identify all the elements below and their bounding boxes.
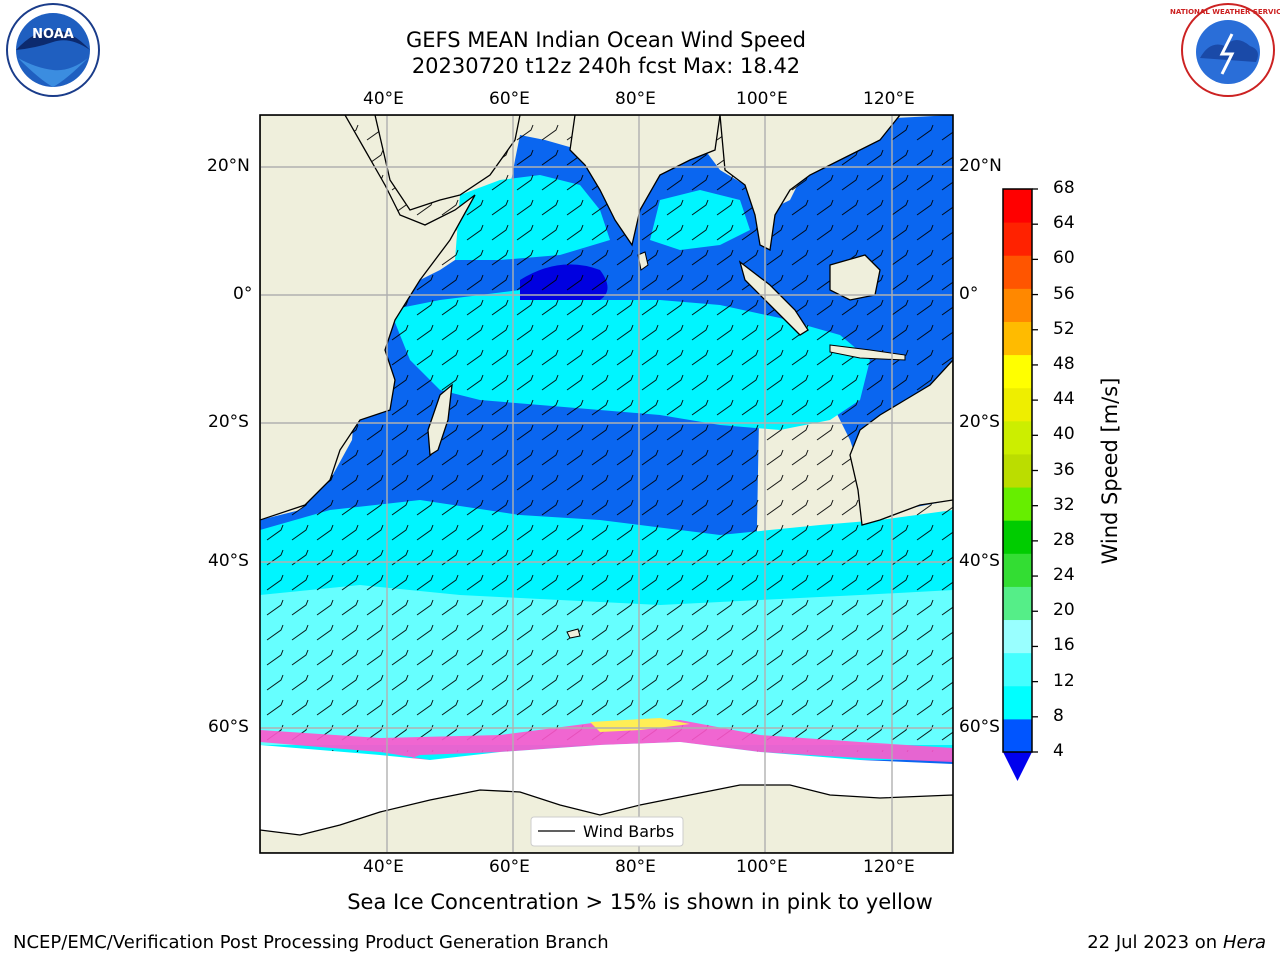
colorbar-segment [1003,520,1032,554]
colorbar-tick-label: 36 [1053,459,1075,480]
land-australia [849,359,953,526]
noaa-logo-text: NOAA [32,27,74,42]
map-frame [259,114,954,854]
colorbar-segment [1003,553,1032,587]
colorbar-segment [1003,321,1032,356]
colorbar-segment [1003,586,1032,621]
lon-label-bottom-120e: 120°E [863,857,915,877]
colorbar-tick-label: 40 [1053,424,1075,445]
colorbar-tick-label: 44 [1053,389,1075,410]
colorbar-segment [1003,189,1032,223]
lon-label-bottom-60e: 60°E [489,857,530,877]
lat-label-right-40s: 40°S [959,551,1000,571]
colorbar-segment [1003,420,1032,455]
lat-label-left-0: 0° [233,284,253,304]
lat-label-left-20s: 20°S [208,412,249,432]
colorbar-segment [1003,685,1032,720]
lon-label-top-120e: 120°E [863,89,915,109]
colorbar-segment [1003,255,1032,289]
colorbar-tick-label: 8 [1053,705,1064,726]
colorbar-tick-label: 52 [1053,318,1075,339]
lon-label-bottom-80e: 80°E [615,857,656,877]
colorbar-segment [1003,387,1032,422]
map-subtitle: 20230720 t12z 240h fcst Max: 18.42 [411,54,801,78]
colorbar-tick-label: 4 [1053,741,1064,761]
lon-label-bottom-40e: 40°E [363,857,404,877]
colorbar-segment [1003,652,1032,687]
colorbar-tick-label: 16 [1053,635,1075,656]
graticule [260,115,953,853]
footer-producer: NCEP/EMC/Verification Post Processing Pr… [13,932,609,953]
colorbar-tick-label: 12 [1053,670,1075,691]
lon-label-bottom-100e: 100°E [736,857,788,877]
footer-date: 22 Jul 2023 on Hera [1087,932,1266,953]
land-arabia [374,115,521,211]
nws-logo: NATIONAL WEATHER SERVICE [1170,3,1280,97]
lat-label-right-20n: 20°N [959,156,1002,176]
colorbar-segment [1003,718,1032,753]
lat-label-left-40s: 40°S [208,551,249,571]
land-madagascar [427,383,453,457]
colorbar-tick-label: 32 [1053,494,1075,515]
colorbar-segment [1003,453,1032,488]
footer-machine: Hera [1222,932,1266,953]
colorbar-tick-label: 64 [1053,213,1075,234]
land-indonesia-east [829,344,906,361]
colorbar-title: Wind Speed [m/s] [1098,377,1122,565]
colorbar-tick-label: 56 [1053,283,1075,304]
colorbar-tick-label: 20 [1053,600,1075,621]
colorbar-tick-label: 68 [1053,178,1075,198]
legend-label: Wind Barbs [583,822,675,841]
lon-label-top-100e: 100°E [736,89,788,109]
colorbar [1002,188,1038,781]
colorbar-segment [1003,222,1032,256]
land-india [569,115,721,247]
colorbar-tick-label: 60 [1053,248,1075,269]
colorbar-segment [1003,354,1032,389]
colorbar-under-extension [1003,752,1032,781]
noaa-logo: NOAA [6,3,100,97]
lat-label-left-60s: 60°S [208,717,249,737]
lat-label-left-20n: 20°N [207,156,250,176]
colorbar-tick-label: 24 [1053,565,1075,586]
sea-ice-note: Sea Ice Concentration > 15% is shown in … [347,890,933,914]
lon-label-top-40e: 40°E [363,89,404,109]
lon-label-top-80e: 80°E [615,89,656,109]
lat-label-right-20s: 20°S [959,412,1000,432]
footer-date-text: 22 Jul 2023 on [1087,932,1223,953]
land-sumatra [738,260,809,336]
nws-logo-text: NATIONAL WEATHER SERVICE [1170,8,1280,16]
land-srilanka [637,251,649,271]
colorbar-segment [1003,487,1032,521]
lat-label-right-60s: 60°S [959,717,1000,737]
land-kerguelen [566,628,581,639]
legend [530,816,684,847]
map-title: GEFS MEAN Indian Ocean Wind Speed [405,28,807,52]
map-area [260,115,953,853]
lat-label-right-0: 0° [959,284,979,304]
colorbar-tick-label: 48 [1053,353,1075,374]
lon-label-top-60e: 60°E [489,89,530,109]
sea-ice-edge [260,720,953,785]
colorbar-tick-label: 28 [1053,529,1075,550]
colorbar-segment [1003,288,1032,322]
colorbar-segment [1003,619,1032,654]
